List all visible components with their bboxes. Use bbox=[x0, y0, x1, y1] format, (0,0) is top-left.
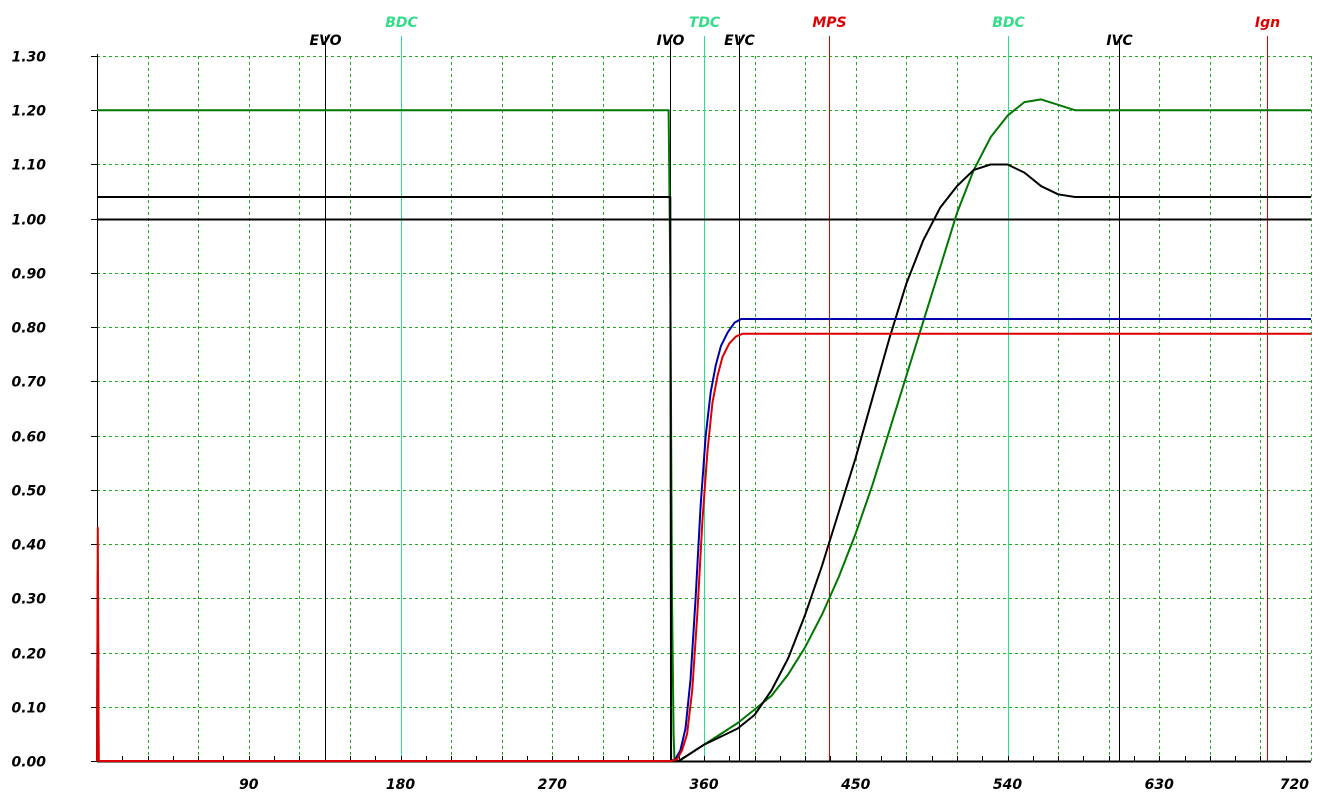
y-tick-label: 0.00 bbox=[11, 755, 46, 771]
y-tick-label: 0.10 bbox=[11, 701, 46, 717]
y-tick-label: 1.00 bbox=[11, 213, 46, 229]
event-markers bbox=[325, 36, 1268, 761]
event-label: TDC bbox=[689, 15, 721, 31]
series-lines bbox=[96, 98, 1311, 762]
event-label: IVO bbox=[657, 33, 685, 49]
y-tick-label: 0.20 bbox=[11, 647, 46, 663]
y-tick-label: 0.50 bbox=[11, 484, 46, 500]
event-label: EVC bbox=[724, 33, 755, 49]
y-tick-label: 0.80 bbox=[11, 321, 46, 337]
series-line-2 bbox=[97, 163, 1311, 762]
event-label: MPS bbox=[812, 15, 846, 31]
event-label: EVO bbox=[309, 33, 341, 49]
axes bbox=[91, 54, 1311, 763]
y-tick-label: 1.20 bbox=[11, 104, 46, 120]
y-tick-label: 1.30 bbox=[11, 50, 46, 66]
event-label: BDC bbox=[385, 15, 418, 31]
x-tick-label: 540 bbox=[993, 777, 1022, 793]
y-tick-label: 0.60 bbox=[11, 430, 46, 446]
event-label: BDC bbox=[992, 15, 1025, 31]
y-tick-label: 1.10 bbox=[11, 158, 46, 174]
series-line-4 bbox=[96, 332, 1311, 762]
y-tick-label: 0.90 bbox=[11, 267, 46, 283]
x-tick-label: 450 bbox=[840, 777, 870, 793]
x-tick-label: 360 bbox=[689, 777, 718, 793]
y-tick-label: 0.40 bbox=[11, 538, 46, 554]
x-tick-label: 270 bbox=[538, 777, 567, 793]
event-label: Ign bbox=[1255, 15, 1280, 31]
x-tick-label: 720 bbox=[1280, 777, 1309, 793]
y-tick-label: 0.70 bbox=[11, 375, 46, 391]
x-tick-label: 180 bbox=[386, 777, 415, 793]
event-label: IVC bbox=[1106, 33, 1133, 49]
series-line-1 bbox=[97, 98, 1311, 762]
y-tick-label: 0.30 bbox=[11, 592, 46, 608]
x-tick-label: 630 bbox=[1145, 777, 1174, 793]
x-tick-label: 90 bbox=[239, 777, 259, 793]
